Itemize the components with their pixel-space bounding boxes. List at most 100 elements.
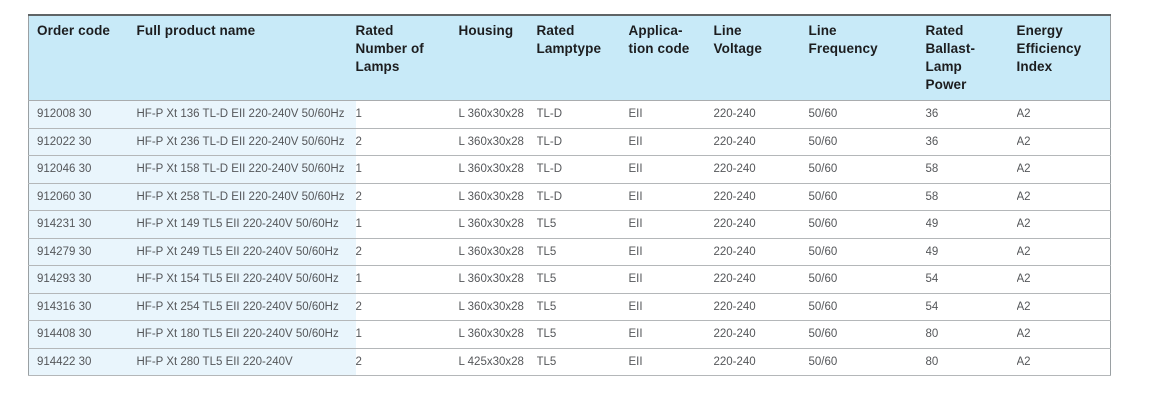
table-cell: 912046 30 (28, 155, 137, 184)
column-header-rated-lamptype: Rated Lamptype (536, 15, 629, 101)
table-cell: TL5 (536, 210, 629, 239)
table-cell: 912008 30 (28, 100, 137, 129)
table-cell: HF-P Xt 236 TL-D EII 220-240V 50/60Hz (136, 128, 356, 156)
table-cell: 914293 30 (28, 265, 137, 294)
table-cell: 50/60 (808, 128, 926, 156)
table-cell: L 360x30x28 (458, 100, 537, 129)
column-header-housing: Housing (458, 15, 537, 101)
table-cell: 54 (925, 293, 1017, 321)
table-cell: TL-D (536, 155, 629, 184)
table-cell: EII (628, 293, 714, 321)
table-cell: EII (628, 155, 714, 184)
table-cell: 1 (355, 100, 459, 129)
table-cell: A2 (1016, 293, 1111, 321)
table-header-row: Order code Full product name Rated Numbe… (28, 15, 1111, 101)
table-cell: HF-P Xt 258 TL-D EII 220-240V 50/60Hz (136, 183, 356, 211)
table-cell: A2 (1016, 183, 1111, 211)
table-cell: 1 (355, 265, 459, 294)
table-cell: A2 (1016, 348, 1111, 376)
table-cell: L 360x30x28 (458, 265, 537, 294)
table-cell: 50/60 (808, 320, 926, 349)
table-cell: L 360x30x28 (458, 210, 537, 239)
table-cell: 1 (355, 155, 459, 184)
table-cell: 50/60 (808, 265, 926, 294)
table-cell: A2 (1016, 320, 1111, 349)
table-cell: L 360x30x28 (458, 238, 537, 266)
table-row: 914279 30 HF-P Xt 249 TL5 EII 220-240V 50… (28, 238, 1111, 266)
table-cell: L 425x30x28 (458, 348, 537, 376)
table-cell: EII (628, 100, 714, 129)
table-cell: 1 (355, 210, 459, 239)
table-row: 914408 30 HF-P Xt 180 TL5 EII 220-240V 50… (28, 320, 1111, 349)
column-header-line-voltage: Line Voltage (713, 15, 809, 101)
table-row: 914293 30 HF-P Xt 154 TL5 EII 220-240V 50… (28, 265, 1111, 294)
column-header-application-code: Applica- tion code (628, 15, 714, 101)
table-cell: 1 (355, 320, 459, 349)
table-cell: 50/60 (808, 210, 926, 239)
table-cell: TL5 (536, 265, 629, 294)
table-cell: EII (628, 238, 714, 266)
column-header-order-code: Order code (28, 15, 137, 101)
table-cell: A2 (1016, 155, 1111, 184)
table-cell: 58 (925, 155, 1017, 184)
table-cell: 220-240 (713, 183, 809, 211)
table-cell: EII (628, 348, 714, 376)
table-cell: 912022 30 (28, 128, 137, 156)
product-spec-table-container: Order code Full product name Rated Numbe… (28, 14, 1111, 376)
table-cell: 50/60 (808, 183, 926, 211)
column-header-rated-number-of-lamps: Rated Number of Lamps (355, 15, 459, 101)
table-cell: 220-240 (713, 265, 809, 294)
column-header-rated-ballast-lamp-power: Rated Ballast- Lamp Power (925, 15, 1017, 101)
table-cell: HF-P Xt 280 TL5 EII 220-240V (136, 348, 356, 376)
column-header-energy-efficiency-index: Energy Efficiency Index (1016, 15, 1111, 101)
table-cell: 220-240 (713, 320, 809, 349)
table-cell: EII (628, 210, 714, 239)
table-cell: A2 (1016, 210, 1111, 239)
table-cell: 2 (355, 128, 459, 156)
table-cell: A2 (1016, 100, 1111, 129)
table-cell: 50/60 (808, 348, 926, 376)
table-cell: EII (628, 183, 714, 211)
table-cell: 2 (355, 348, 459, 376)
table-cell: A2 (1016, 238, 1111, 266)
table-cell: TL5 (536, 348, 629, 376)
table-cell: 914231 30 (28, 210, 137, 239)
table-cell: 58 (925, 183, 1017, 211)
table-cell: 220-240 (713, 155, 809, 184)
table-cell: A2 (1016, 265, 1111, 294)
table-cell: 2 (355, 293, 459, 321)
table-row: 914422 30 HF-P Xt 280 TL5 EII 220-240V 2 L … (28, 348, 1111, 376)
table-row: 912022 30 HF-P Xt 236 TL-D EII 220-240V 5… (28, 128, 1111, 156)
table-cell: TL-D (536, 183, 629, 211)
table-cell: 914316 30 (28, 293, 137, 321)
table-cell: 220-240 (713, 238, 809, 266)
table-cell: HF-P Xt 136 TL-D EII 220-240V 50/60Hz (136, 100, 356, 129)
table-row: 912008 30 HF-P Xt 136 TL-D EII 220-240V 5… (28, 100, 1111, 129)
table-cell: 49 (925, 210, 1017, 239)
table-cell: 54 (925, 265, 1017, 294)
table-cell: L 360x30x28 (458, 155, 537, 184)
table-cell: TL-D (536, 100, 629, 129)
table-cell: 36 (925, 128, 1017, 156)
table-cell: TL-D (536, 128, 629, 156)
table-cell: TL5 (536, 293, 629, 321)
table-cell: 50/60 (808, 100, 926, 129)
table-cell: 80 (925, 348, 1017, 376)
table-cell: 220-240 (713, 348, 809, 376)
table-cell: 50/60 (808, 238, 926, 266)
table-cell: 2 (355, 183, 459, 211)
table-cell: 2 (355, 238, 459, 266)
table-cell: A2 (1016, 128, 1111, 156)
table-cell: 220-240 (713, 100, 809, 129)
table-cell: HF-P Xt 180 TL5 EII 220-240V 50/60Hz (136, 320, 356, 349)
table-row: 912046 30 HF-P Xt 158 TL-D EII 220-240V 5… (28, 155, 1111, 184)
table-cell: EII (628, 265, 714, 294)
table-cell: 220-240 (713, 210, 809, 239)
table-cell: EII (628, 320, 714, 349)
table-cell: 220-240 (713, 293, 809, 321)
table-cell: EII (628, 128, 714, 156)
table-cell: HF-P Xt 154 TL5 EII 220-240V 50/60Hz (136, 265, 356, 294)
table-cell: 912060 30 (28, 183, 137, 211)
table-cell: 36 (925, 100, 1017, 129)
column-header-line-frequency: Line Frequency (808, 15, 926, 101)
